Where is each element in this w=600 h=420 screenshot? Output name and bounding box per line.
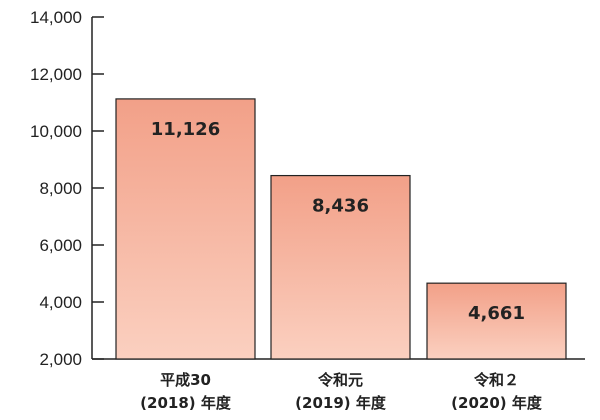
y-tick-label: 6,000 [39,236,82,255]
y-tick-label: 12,000 [30,65,82,84]
data-label: 4,661 [468,303,525,324]
y-tick-label: 10,000 [30,122,82,141]
data-label: 8,436 [312,196,369,217]
category-label-line2: (2020) 年度 [451,394,543,412]
data-label: 11,126 [151,119,220,140]
category-label-line1: 令和元 [318,371,363,389]
bar [270,174,411,360]
category-label-line2: (2019) 年度 [295,394,387,412]
y-tick-label: 14,000 [30,8,82,27]
y-tick-label: 2,000 [39,350,82,369]
y-tick-label: 4,000 [39,293,82,312]
category-label-line2: (2018) 年度 [140,394,232,412]
y-tick-label: 8,000 [39,179,82,198]
bar [426,282,567,360]
category-label-line1: 令和２ [474,371,519,389]
category-label-line1: 平成30 [160,371,211,389]
bar [115,98,256,360]
bars [115,98,567,360]
labels: 11,126 平成30 (2018) 年度 8,436 令和元 (2019) 年度 4,66… [140,119,543,412]
